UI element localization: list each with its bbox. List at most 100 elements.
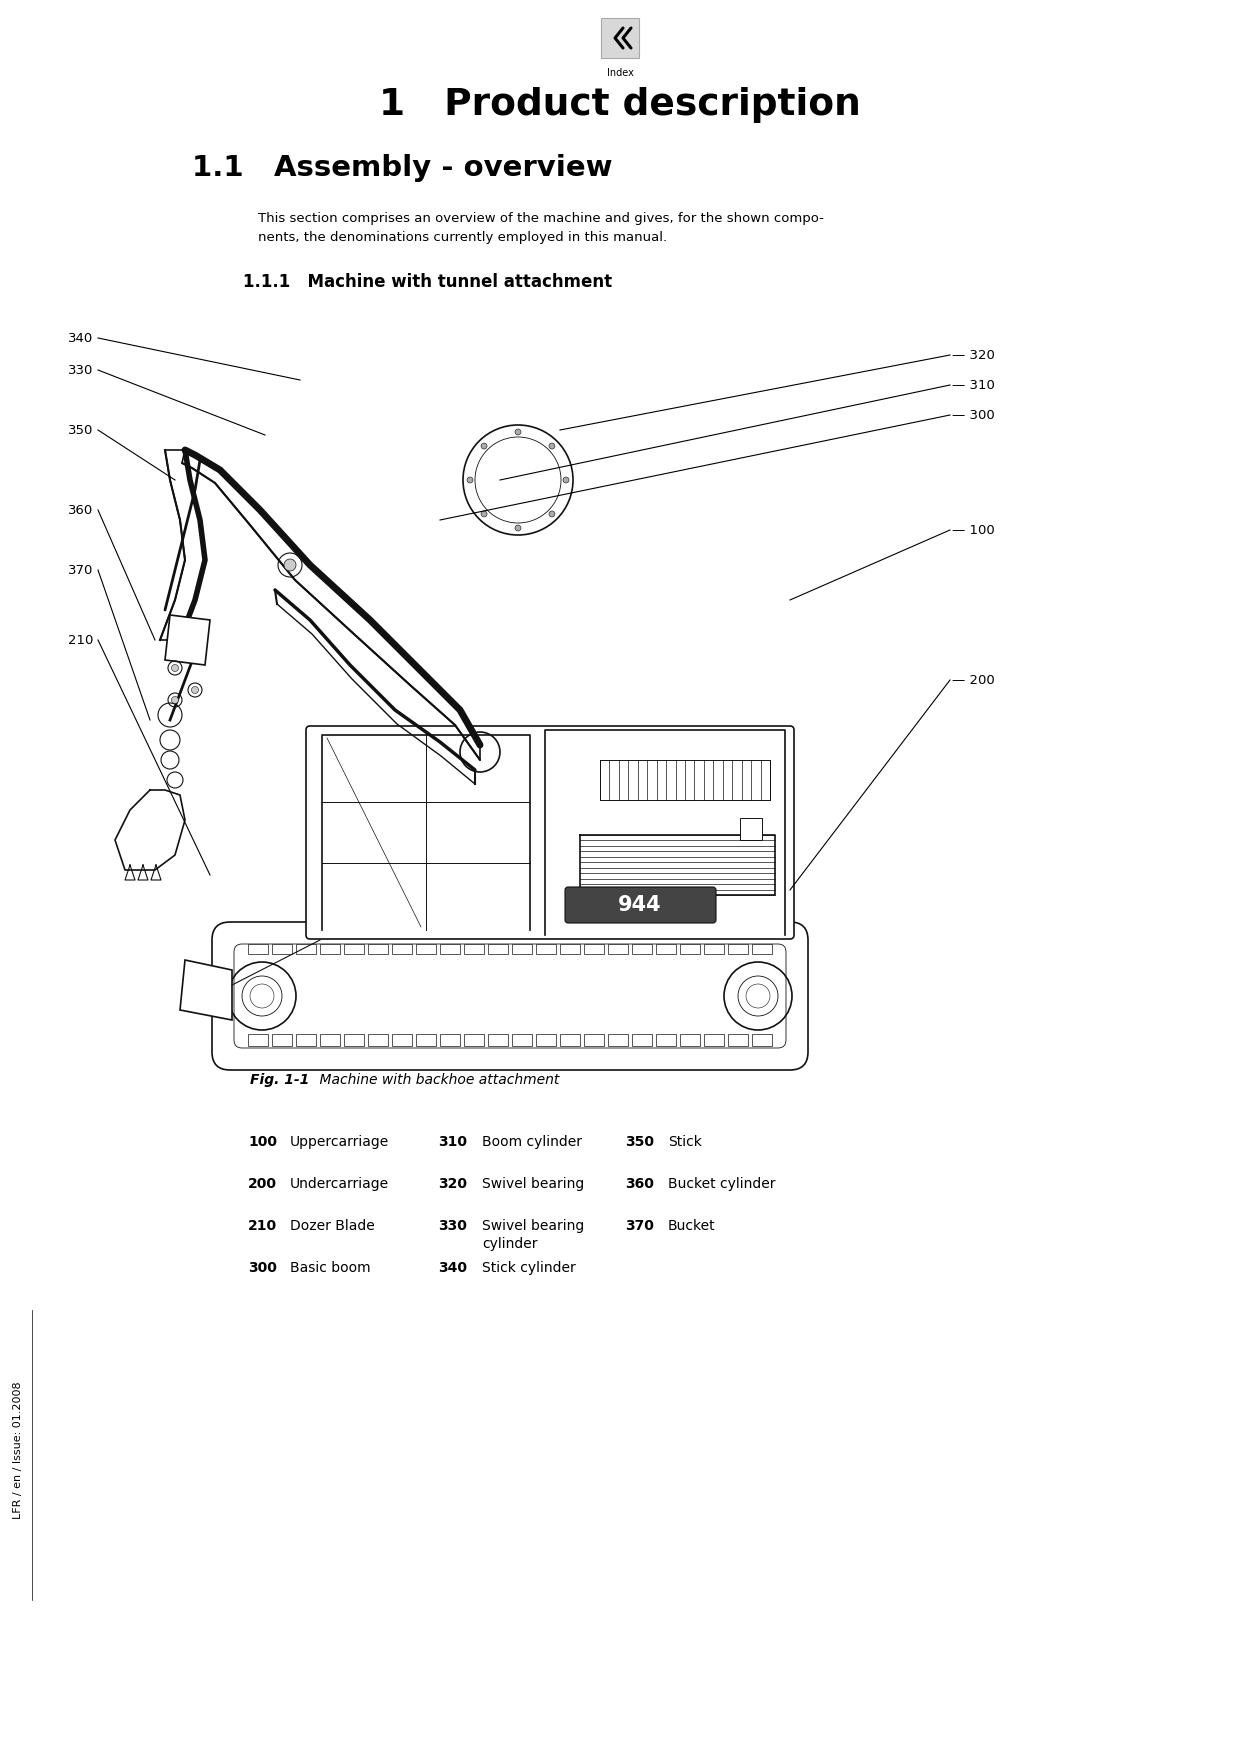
Bar [728, 944, 748, 955]
Text: Stick: Stick [668, 1135, 702, 1150]
Polygon shape [160, 449, 205, 641]
Text: 340: 340 [68, 332, 93, 344]
Text: 210: 210 [248, 1220, 277, 1234]
Bar [464, 944, 484, 955]
Circle shape [481, 511, 487, 518]
Bar [704, 1034, 724, 1046]
Text: 330: 330 [68, 363, 93, 377]
Circle shape [284, 560, 296, 570]
Circle shape [171, 665, 179, 672]
Bar [415, 1034, 436, 1046]
Circle shape [191, 686, 198, 693]
Text: Dozer Blade: Dozer Blade [290, 1220, 374, 1234]
Text: 944: 944 [619, 895, 662, 914]
Polygon shape [180, 960, 232, 1020]
FancyBboxPatch shape [306, 727, 794, 939]
Bar [656, 1034, 676, 1046]
Bar [248, 944, 268, 955]
Bar [656, 944, 676, 955]
Text: 350: 350 [625, 1135, 653, 1150]
Bar [680, 1034, 701, 1046]
Text: Boom cylinder: Boom cylinder [482, 1135, 582, 1150]
Bar [489, 1034, 508, 1046]
Text: 100: 100 [248, 1135, 277, 1150]
Bar [296, 944, 316, 955]
Bar [415, 944, 436, 955]
Text: 360: 360 [625, 1178, 653, 1192]
Text: Fig. 1-1: Fig. 1-1 [250, 1072, 309, 1086]
Text: 330: 330 [438, 1220, 467, 1234]
Circle shape [549, 442, 556, 449]
Bar [440, 944, 460, 955]
Bar [489, 944, 508, 955]
Text: Bucket: Bucket [668, 1220, 715, 1234]
Bar [632, 944, 652, 955]
Text: This section comprises an overview of the machine and gives, for the shown compo: This section comprises an overview of th… [258, 212, 823, 244]
Bar [632, 1034, 652, 1046]
Bar [296, 1034, 316, 1046]
Bar [584, 1034, 604, 1046]
Circle shape [481, 442, 487, 449]
Text: — 200: — 200 [952, 674, 994, 686]
Bar [343, 944, 365, 955]
Bar [560, 1034, 580, 1046]
Text: Swivel bearing: Swivel bearing [482, 1178, 584, 1192]
Bar [536, 944, 556, 955]
Bar [536, 1034, 556, 1046]
Bar [368, 1034, 388, 1046]
Text: 360: 360 [68, 504, 93, 516]
Text: 320: 320 [438, 1178, 467, 1192]
Bar [320, 944, 340, 955]
Bar [272, 944, 291, 955]
Circle shape [467, 477, 472, 483]
Bar [392, 1034, 412, 1046]
Bar [680, 944, 701, 955]
Text: Index: Index [606, 68, 634, 77]
Text: — 310: — 310 [952, 379, 994, 391]
Circle shape [171, 697, 179, 704]
Bar [751, 944, 773, 955]
Text: 350: 350 [68, 423, 93, 437]
Text: 1.1.1   Machine with tunnel attachment: 1.1.1 Machine with tunnel attachment [243, 274, 613, 291]
Polygon shape [115, 790, 185, 870]
Bar [248, 1034, 268, 1046]
Circle shape [515, 428, 521, 435]
Text: Uppercarriage: Uppercarriage [290, 1135, 389, 1150]
Text: Machine with backhoe attachment: Machine with backhoe attachment [303, 1072, 559, 1086]
Text: 1.1   Assembly - overview: 1.1 Assembly - overview [192, 154, 613, 183]
Text: Bucket cylinder: Bucket cylinder [668, 1178, 775, 1192]
Circle shape [563, 477, 569, 483]
Bar [392, 944, 412, 955]
Bar [608, 1034, 627, 1046]
Text: — 100: — 100 [952, 523, 994, 537]
Bar [343, 1034, 365, 1046]
Bar [464, 1034, 484, 1046]
Text: 1   Product description: 1 Product description [379, 88, 861, 123]
Text: 300: 300 [248, 1262, 277, 1274]
FancyBboxPatch shape [234, 944, 786, 1048]
Text: Undercarriage: Undercarriage [290, 1178, 389, 1192]
Text: 310: 310 [438, 1135, 467, 1150]
Bar [740, 818, 763, 841]
Text: 200: 200 [248, 1178, 277, 1192]
Text: Stick cylinder: Stick cylinder [482, 1262, 575, 1274]
Text: 370: 370 [68, 563, 93, 576]
Bar [272, 1034, 291, 1046]
FancyBboxPatch shape [601, 18, 639, 58]
Bar [440, 1034, 460, 1046]
Text: LFR / en / Issue: 01.2008: LFR / en / Issue: 01.2008 [12, 1381, 24, 1518]
Text: Basic boom: Basic boom [290, 1262, 371, 1274]
Text: 210: 210 [68, 634, 93, 646]
Text: 340: 340 [438, 1262, 467, 1274]
Bar [560, 944, 580, 955]
Circle shape [515, 525, 521, 532]
Text: — 300: — 300 [952, 409, 994, 421]
Bar [512, 1034, 532, 1046]
Bar [728, 1034, 748, 1046]
Bar [608, 944, 627, 955]
FancyBboxPatch shape [565, 886, 715, 923]
Bar [320, 1034, 340, 1046]
Text: — 320: — 320 [952, 349, 994, 362]
Bar [704, 944, 724, 955]
FancyBboxPatch shape [212, 921, 808, 1071]
